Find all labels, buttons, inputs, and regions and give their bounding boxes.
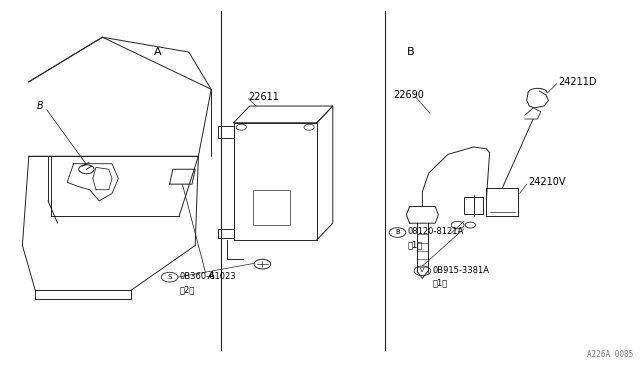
Text: 22690: 22690 [394,90,424,100]
Text: S: S [168,274,172,280]
Text: A: A [208,271,214,281]
Bar [253,190,291,225]
Bar [218,126,234,138]
Text: 0B360-61023: 0B360-61023 [180,272,236,281]
Text: 08120-8121A: 08120-8121A [408,227,464,236]
Text: A: A [154,47,161,57]
Text: V: V [420,268,424,273]
Text: B: B [406,47,414,57]
Text: A226A 0085: A226A 0085 [588,350,634,359]
Text: （1）: （1） [408,240,423,249]
Text: 0B915-3381A: 0B915-3381A [433,266,490,275]
Bar [234,123,317,240]
Text: B: B [37,101,44,111]
Bar [464,197,483,214]
Text: 24210V: 24210V [528,177,566,187]
Text: B: B [395,230,400,235]
Bar [486,188,518,216]
Text: 22611: 22611 [248,92,279,102]
Text: （1）: （1） [433,279,448,288]
Text: （2）: （2） [180,286,195,295]
Bar [218,229,234,238]
Text: 24211D: 24211D [558,77,596,87]
